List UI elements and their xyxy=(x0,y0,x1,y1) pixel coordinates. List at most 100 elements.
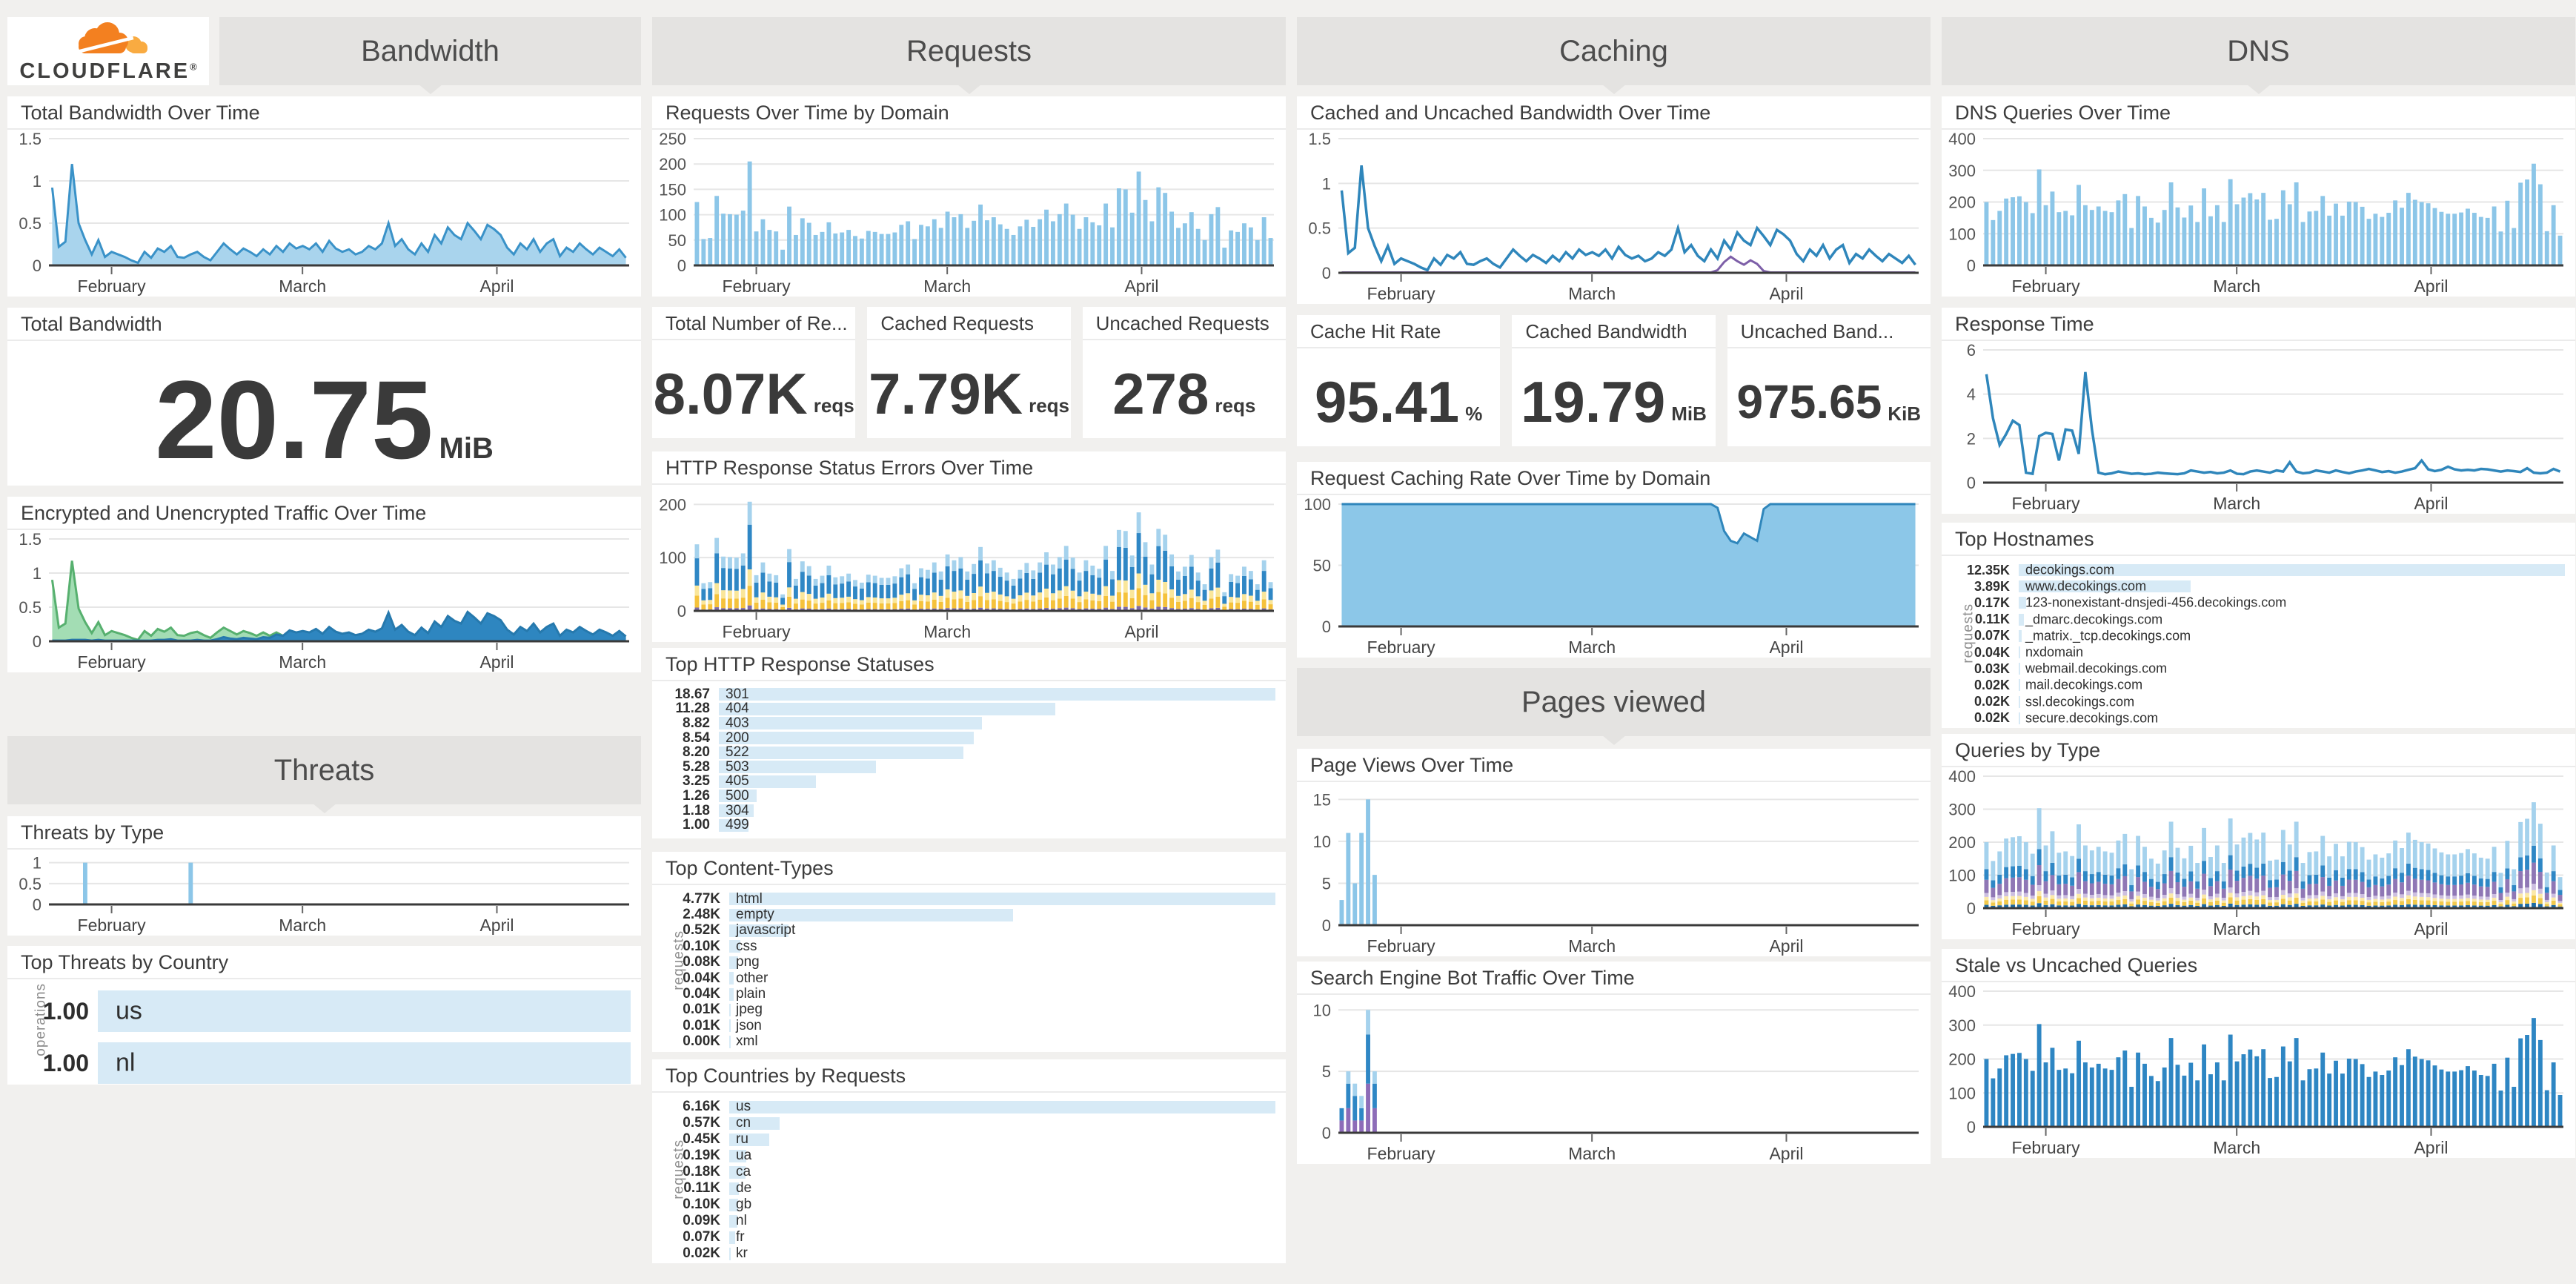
hbar-bar xyxy=(729,1003,731,1016)
hbar-label: _matrix._tcp.decokings.com xyxy=(2025,628,2191,643)
svg-text:0.5: 0.5 xyxy=(19,598,42,617)
hbar-value: 0.02K xyxy=(1974,677,2010,692)
hbar-bar xyxy=(2019,695,2020,708)
svg-text:100: 100 xyxy=(1948,867,1976,885)
hbar-row: 8.54 200 xyxy=(655,729,1275,746)
hbar-value: 5.28 xyxy=(683,758,710,775)
hbar-row: 12.35K decokings.com xyxy=(1945,562,2565,578)
hbar-value: 1.26 xyxy=(683,787,710,804)
stale-uncached-chart: 0 100 200 300 400 February March April xyxy=(1942,982,2575,1158)
hbar-label: secure.decokings.com xyxy=(2025,710,2159,726)
hbar-row: 8.82 403 xyxy=(655,715,1275,731)
svg-text:5: 5 xyxy=(1322,1062,1331,1081)
hbar-bar xyxy=(729,924,789,937)
tile-title: Total Number of Re... xyxy=(652,307,856,340)
svg-text:March: March xyxy=(2213,1138,2260,1157)
bot-traffic-chart: 0 5 10 February March April xyxy=(1297,995,1931,1164)
hbar-value: 2.48K xyxy=(683,907,720,923)
hbar-bar xyxy=(2019,679,2020,692)
svg-text:April: April xyxy=(479,916,514,935)
hbar-label: json xyxy=(736,1017,762,1033)
svg-text:200: 200 xyxy=(1948,1050,1976,1069)
hbar-row: 0.09K nl xyxy=(655,1213,1275,1229)
svg-text:0: 0 xyxy=(1967,1118,1976,1136)
top-threats-by-country-list: 1.00 us 1.00 nl xyxy=(7,979,641,1085)
hbar-bar xyxy=(719,790,757,803)
svg-text:0.5: 0.5 xyxy=(19,875,42,893)
uncached-bandwidth-value: 975.65 KiB xyxy=(1727,348,1931,446)
panel-http-errors: HTTP Response Status Errors Over Time 0 1… xyxy=(652,451,1286,642)
panel-threats-by-type: Threats by Type 0 0.5 1 February March April xyxy=(7,816,641,936)
hbar-value: 4.77K xyxy=(683,890,720,907)
page-views-chart: 0 5 10 15 February March April xyxy=(1297,782,1931,956)
svg-text:March: March xyxy=(1568,936,1616,956)
hbar-bar xyxy=(729,1149,746,1162)
hbar-row: 2.48K empty xyxy=(655,907,1275,922)
panel-top-countries: Top Countries by Requests requests 6.16K… xyxy=(652,1059,1286,1263)
hbar-row: 18.67 301 xyxy=(655,686,1275,702)
section-header-requests: Requests xyxy=(652,17,1286,85)
section-header-dns: DNS xyxy=(1942,17,2575,85)
svg-text:0: 0 xyxy=(1967,257,1976,275)
svg-text:April: April xyxy=(1124,622,1158,641)
uncached-requests-value: 278 reqs xyxy=(1082,340,1286,438)
svg-text:250: 250 xyxy=(659,130,686,148)
hbar-label: 503 xyxy=(726,758,749,775)
hbar-value: 1.00 xyxy=(42,997,89,1025)
svg-text:February: February xyxy=(2012,919,2081,939)
hbar-value: 0.01K xyxy=(683,1002,720,1018)
panel-title: Queries by Type xyxy=(1942,734,2575,767)
svg-text:0: 0 xyxy=(1967,899,1976,918)
svg-text:April: April xyxy=(1769,1144,1803,1163)
hbar-label: jpeg xyxy=(736,1002,763,1018)
hbar-bar xyxy=(719,717,982,730)
panel-dns-queries: DNS Queries Over Time 0 100 200 300 400 Febru… xyxy=(1942,96,2575,297)
hbar-value: 0.08K xyxy=(683,954,720,970)
panel-top-threats-by-country: Top Threats by Country operations 1.00 us… xyxy=(7,946,641,1085)
hbar-label: empty xyxy=(736,907,774,923)
svg-text:February: February xyxy=(78,916,147,935)
hbar-value: 0.04K xyxy=(683,986,720,1002)
hbar-row: 1.26 500 xyxy=(655,787,1275,804)
hbar-label: css xyxy=(736,938,757,954)
svg-text:March: March xyxy=(2213,919,2260,939)
hbar-label: 404 xyxy=(726,701,749,717)
hbar-row: 3.25 405 xyxy=(655,773,1275,789)
hbar-row: 0.52K javascript xyxy=(655,922,1275,939)
svg-text:15: 15 xyxy=(1313,790,1331,809)
hbar-bar xyxy=(98,1042,631,1084)
hbar-value: 3.89K xyxy=(1974,578,2010,594)
hbar-label: cn xyxy=(736,1115,751,1131)
svg-text:0: 0 xyxy=(1322,264,1331,282)
svg-text:300: 300 xyxy=(1948,162,1976,180)
svg-text:February: February xyxy=(1367,638,1436,657)
svg-text:1.5: 1.5 xyxy=(1308,130,1331,148)
hbar-row: 0.19K ua xyxy=(655,1148,1275,1164)
hbar-bar xyxy=(2019,629,2022,642)
cache-hit-rate-value: 95.41% xyxy=(1297,348,1501,446)
panel-title: Request Caching Rate Over Time by Domain xyxy=(1297,462,1931,495)
svg-text:April: April xyxy=(1769,936,1803,956)
hbar-bar xyxy=(2019,613,2024,626)
requests-over-time-chart: 0 50 100 150 200 250 February March April xyxy=(652,130,1286,297)
svg-text:300: 300 xyxy=(1948,801,1976,819)
hbar-value: 0.10K xyxy=(683,1197,720,1212)
hbar-label: 200 xyxy=(726,729,749,746)
hbar-value: 0.04K xyxy=(683,970,720,986)
svg-text:March: March xyxy=(1568,284,1616,303)
hbar-value: 11.28 xyxy=(675,701,711,717)
hbar-value: 0.45K xyxy=(683,1131,720,1147)
hbar-row: 5.28 503 xyxy=(655,758,1275,775)
hbar-bar xyxy=(98,990,631,1032)
hbar-row: 3.89K www.decokings.com xyxy=(1945,578,2565,595)
hbar-value: 1.00 xyxy=(42,1049,89,1076)
svg-text:0: 0 xyxy=(1322,916,1331,935)
hbar-label: 304 xyxy=(726,802,749,818)
svg-text:February: February xyxy=(2012,494,2081,513)
hbar-value: 0.02K xyxy=(1974,694,2010,709)
svg-text:February: February xyxy=(2012,1138,2081,1157)
hbar-row: 0.04K other xyxy=(655,970,1275,986)
top-content-types-list: 4.77K html 2.48K empty 0.52K javascript 0.10K c… xyxy=(652,885,1286,1052)
svg-text:1: 1 xyxy=(1322,174,1331,193)
